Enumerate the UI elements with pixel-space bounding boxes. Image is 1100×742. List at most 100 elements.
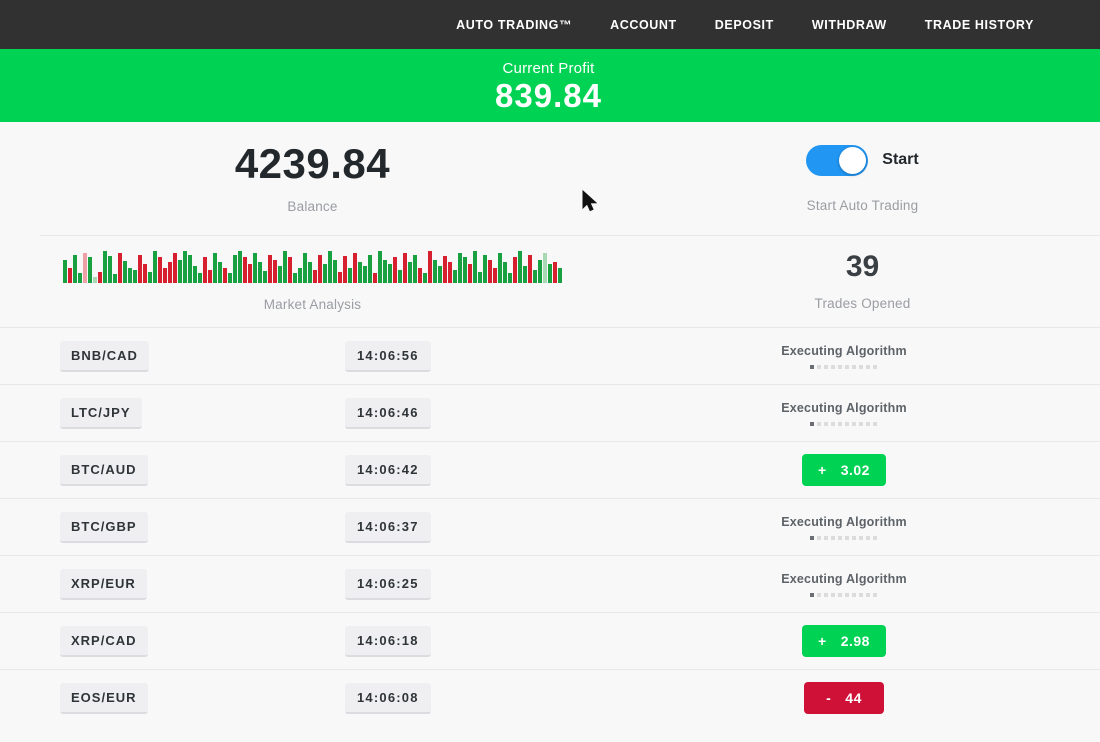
table-row[interactable]: XRP/EUR 14:06:25 Executing Algorithm: [0, 555, 1100, 612]
summary-divider-top: [40, 235, 1100, 236]
badge-sign: -: [826, 690, 832, 706]
executing-status-label: Executing Algorithm: [781, 343, 907, 358]
market-bar: [303, 253, 307, 283]
trade-pair-cell: EOS/EUR: [0, 682, 345, 714]
progress-dot: [859, 535, 864, 540]
market-bar: [163, 268, 167, 283]
current-profit-label: Current Profit: [502, 59, 595, 77]
trade-pair-cell: BTC/GBP: [0, 511, 345, 543]
market-bar: [353, 253, 357, 283]
progress-dot: [852, 364, 857, 369]
trade-time-badge: 14:06:08: [345, 682, 431, 714]
market-bar: [223, 268, 227, 283]
progress-dot: [838, 535, 843, 540]
badge-value: 2.98: [840, 633, 870, 649]
trade-time-cell: 14:06:46: [345, 397, 690, 429]
progress-dot: [845, 364, 850, 369]
progress-dot: [852, 421, 857, 426]
market-bar: [323, 264, 327, 283]
trade-status-cell: Executing Algorithm: [690, 401, 1100, 426]
progress-dot: [831, 364, 836, 369]
market-bar: [438, 266, 442, 283]
toggle-description-label: Start Auto Trading: [806, 197, 919, 213]
market-bar: [193, 266, 197, 283]
market-bar: [63, 260, 67, 283]
market-bar: [343, 256, 347, 283]
market-bar: [213, 253, 217, 283]
market-bar: [543, 253, 547, 283]
nav-deposit[interactable]: DEPOSIT: [714, 17, 774, 32]
executing-status: Executing Algorithm: [781, 344, 907, 369]
progress-dot: [824, 535, 829, 540]
progress-dot: [817, 535, 822, 540]
progress-dot: [824, 364, 829, 369]
table-row[interactable]: LTC/JPY 14:06:46 Executing Algorithm: [0, 384, 1100, 441]
trade-status-cell: -44: [690, 682, 1100, 714]
nav-withdraw[interactable]: WITHDRAW: [811, 17, 887, 32]
executing-status-label: Executing Algorithm: [781, 514, 907, 529]
table-row[interactable]: XRP/CAD 14:06:18 +2.98: [0, 612, 1100, 669]
nav-auto-trading[interactable]: AUTO TRADING™: [456, 17, 573, 32]
trade-time-cell: 14:06:37: [345, 511, 690, 543]
progress-dot: [831, 535, 836, 540]
market-bar: [313, 270, 317, 283]
progress-dot: [838, 421, 843, 426]
market-bar: [258, 262, 262, 283]
market-bar: [548, 264, 552, 283]
market-bar: [228, 273, 232, 283]
market-bar: [363, 266, 367, 283]
balance-label: Balance: [287, 199, 338, 214]
market-bar: [183, 251, 187, 283]
market-bar: [178, 260, 182, 283]
trade-status-cell: Executing Algorithm: [690, 572, 1100, 597]
market-bar: [328, 251, 332, 283]
market-bar: [403, 253, 407, 283]
progress-dot: [866, 364, 871, 369]
table-row[interactable]: BTC/GBP 14:06:37 Executing Algorithm: [0, 498, 1100, 555]
trade-status-cell: Executing Algorithm: [690, 515, 1100, 540]
summary-middle-row: Market Analysis 39 Trades Opened: [0, 236, 1100, 327]
trade-pair-badge: BNB/CAD: [60, 340, 149, 372]
market-analysis-label: Market Analysis: [263, 297, 362, 312]
market-bar: [393, 257, 397, 283]
nav-trade-history[interactable]: TRADE HISTORY: [924, 17, 1034, 32]
executing-status-label: Executing Algorithm: [781, 400, 907, 415]
market-bar: [373, 273, 377, 283]
nav-account[interactable]: ACCOUNT: [610, 17, 677, 32]
progress-dot: [831, 592, 836, 597]
table-row[interactable]: BNB/CAD 14:06:56 Executing Algorithm: [0, 327, 1100, 384]
trades-opened-label: Trades Opened: [814, 296, 911, 311]
badge-sign: +: [818, 633, 827, 649]
toggle-state-label: Start: [882, 151, 919, 168]
badge-value: 44: [845, 690, 862, 706]
table-row[interactable]: BTC/AUD 14:06:42 +3.02: [0, 441, 1100, 498]
progress-dot: [838, 592, 843, 597]
trade-time-cell: 14:06:56: [345, 340, 690, 372]
auto-trading-toggle[interactable]: [806, 144, 869, 176]
market-bar: [103, 251, 107, 283]
progress-dot: [873, 592, 878, 597]
trade-pair-badge: BTC/GBP: [60, 511, 148, 543]
market-bar: [488, 260, 492, 283]
trade-pair-badge: EOS/EUR: [60, 682, 148, 714]
trade-status-cell: +3.02: [690, 454, 1100, 486]
market-bar: [388, 264, 392, 283]
progress-dot: [831, 421, 836, 426]
market-bar: [288, 257, 292, 283]
market-bar: [368, 255, 372, 283]
market-bar: [338, 272, 342, 283]
progress-dots: [810, 535, 878, 540]
market-bar: [423, 273, 427, 283]
market-bar: [263, 271, 267, 283]
market-bar: [158, 257, 162, 283]
market-bar: [533, 270, 537, 283]
market-bar: [448, 262, 452, 283]
progress-dot: [859, 364, 864, 369]
market-bar: [413, 255, 417, 283]
market-bar: [398, 270, 402, 283]
market-bar: [278, 266, 282, 283]
table-row[interactable]: EOS/EUR 14:06:08 -44: [0, 669, 1100, 726]
market-bar: [168, 262, 172, 283]
nav-items: AUTO TRADING™ ACCOUNT DEPOSIT WITHDRAW TRADE…: [456, 18, 1034, 32]
market-bar: [478, 272, 482, 283]
